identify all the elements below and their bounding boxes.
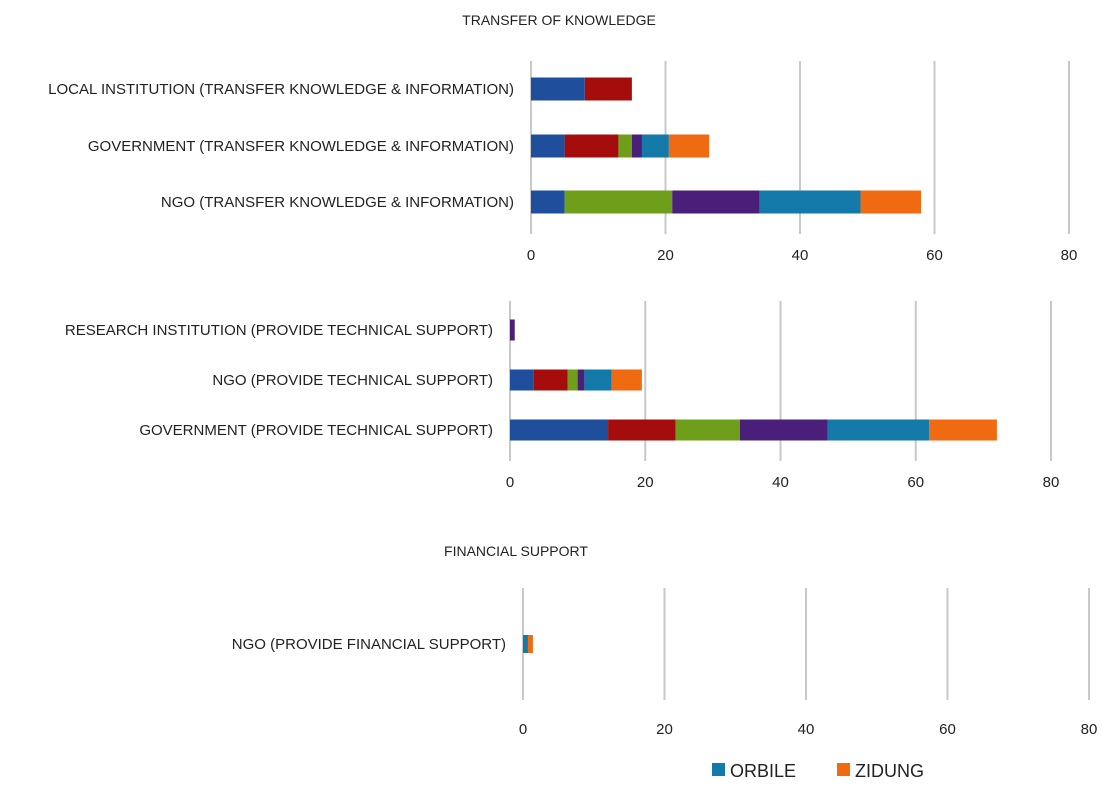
x-tick-label: 0 — [527, 247, 535, 264]
bar-segment — [564, 190, 673, 214]
category-label: GOVERNMENT (TRANSFER KNOWLEDGE & INFORMA… — [88, 138, 514, 155]
x-tick-label: 0 — [519, 721, 527, 738]
bar-segment — [611, 369, 642, 391]
category-label: LOCAL INSTITUTION (TRANSFER KNOWLEDGE & … — [48, 81, 514, 98]
bar-segment — [608, 419, 676, 441]
bar-segment — [533, 369, 568, 391]
chart-title: TRANSFER OF KNOWLEDGE — [462, 12, 656, 28]
bar-segment — [567, 369, 578, 391]
legend-label: ZIDUNG — [855, 761, 924, 781]
category-label: GOVERNMENT (PROVIDE TECHNICAL SUPPORT) — [139, 422, 493, 439]
bar-segment — [929, 419, 997, 441]
bar-segment — [641, 134, 669, 158]
bar-segment — [860, 190, 922, 214]
bar-segment — [584, 369, 612, 391]
x-tick-label: 0 — [506, 474, 514, 491]
bar-segment — [577, 369, 585, 391]
x-tick-label: 80 — [1043, 474, 1060, 491]
x-tick-label: 80 — [1061, 247, 1078, 264]
bar-segment — [510, 419, 609, 441]
category-label: NGO (TRANSFER KNOWLEDGE & INFORMATION) — [161, 194, 514, 211]
bar-segment — [668, 134, 710, 158]
chart-title: FINANCIAL SUPPORT — [444, 543, 588, 559]
bar-segment — [531, 134, 565, 158]
x-tick-label: 60 — [926, 247, 943, 264]
x-tick-label: 80 — [1081, 721, 1098, 738]
bar-segment — [618, 134, 632, 158]
x-tick-label: 40 — [792, 247, 809, 264]
x-tick-label: 40 — [798, 721, 815, 738]
bar-segment — [672, 190, 760, 214]
category-label: RESEARCH INSTITUTION (PROVIDE TECHNICAL … — [65, 322, 493, 339]
legend-swatch — [837, 763, 850, 776]
x-tick-label: 20 — [656, 721, 673, 738]
bar-segment — [584, 77, 632, 101]
bar-segment — [631, 134, 642, 158]
bar-segment — [531, 190, 565, 214]
bar-segment — [510, 319, 515, 341]
bar-segment — [510, 369, 534, 391]
x-tick-label: 20 — [657, 247, 674, 264]
x-tick-label: 40 — [772, 474, 789, 491]
bar-segment — [739, 419, 828, 441]
bar-segment — [564, 134, 619, 158]
x-tick-label: 60 — [939, 721, 956, 738]
bar-segment — [531, 77, 585, 101]
x-tick-label: 60 — [907, 474, 924, 491]
legend-label: ORBILE — [730, 761, 796, 781]
bar-segment — [523, 635, 528, 653]
bar-segment — [759, 190, 861, 214]
bar-segment — [675, 419, 740, 441]
x-tick-label: 20 — [637, 474, 654, 491]
bar-segment — [827, 419, 930, 441]
bar-segment — [527, 635, 533, 653]
category-label: NGO (PROVIDE TECHNICAL SUPPORT) — [212, 372, 493, 389]
category-label: NGO (PROVIDE FINANCIAL SUPPORT) — [232, 636, 506, 653]
legend-swatch — [712, 763, 725, 776]
